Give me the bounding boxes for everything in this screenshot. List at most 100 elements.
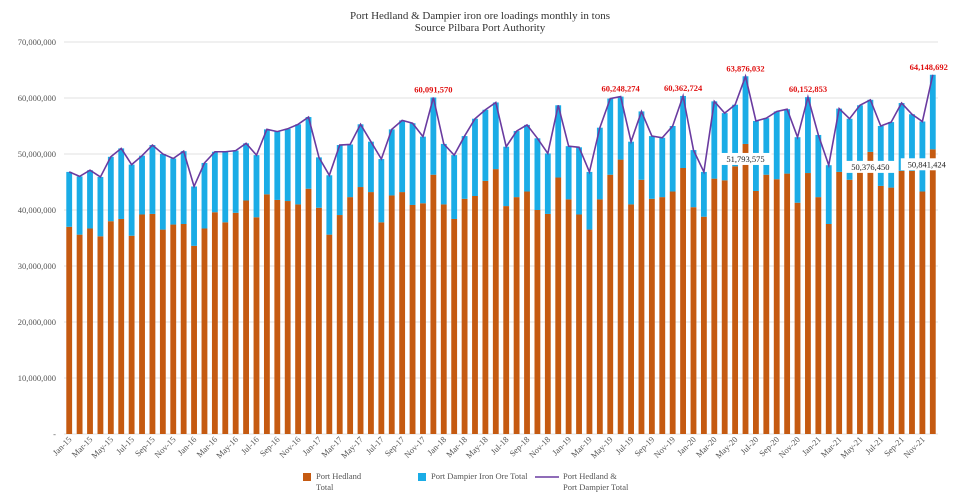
- bar-port-dampier: [336, 145, 343, 216]
- y-tick-label: 20,000,000: [18, 317, 56, 327]
- legend-label-total: Port Hedland &: [563, 471, 617, 481]
- bar-port-dampier: [700, 171, 707, 217]
- bar-port-hedland: [107, 221, 114, 434]
- bar-port-hedland: [399, 192, 406, 434]
- bar-port-hedland: [794, 202, 801, 434]
- bar-port-hedland: [596, 199, 603, 434]
- x-tick-label: Nov-20: [777, 434, 802, 459]
- bar-port-dampier: [867, 99, 874, 152]
- bar-port-dampier: [534, 138, 541, 210]
- bar-port-hedland: [492, 169, 499, 434]
- bar-port-hedland: [420, 203, 426, 434]
- x-tick-label: May-16: [214, 434, 240, 460]
- bar-port-dampier: [295, 124, 302, 205]
- bar-port-dampier: [836, 108, 843, 172]
- bar-port-dampier: [66, 171, 73, 227]
- bar-port-dampier: [170, 158, 177, 225]
- annotation-total: 60,091,570: [414, 84, 452, 94]
- bar-port-hedland: [149, 213, 156, 434]
- y-tick-label: 10,000,000: [18, 373, 56, 383]
- x-tick-label: Jul-20: [738, 434, 760, 456]
- x-tick-label: Jul-21: [863, 434, 885, 456]
- annotation-box: [844, 160, 897, 173]
- bar-port-dampier: [472, 118, 478, 196]
- bar-port-hedland: [357, 187, 364, 434]
- bar-port-dampier: [805, 97, 811, 174]
- x-tick-label: May-17: [339, 434, 365, 460]
- bar-port-dampier: [388, 129, 395, 196]
- legend-swatch-port-dampier: [418, 473, 426, 481]
- annotation-hedland: 50,841,424: [908, 159, 947, 169]
- chart-subtitle: Source Pilbara Port Authority: [415, 22, 546, 34]
- bar-port-dampier: [482, 109, 489, 181]
- x-tick-label: Jul-17: [364, 434, 386, 456]
- bar-port-hedland: [316, 207, 322, 434]
- bar-port-dampier: [544, 153, 551, 214]
- bar-port-dampier: [76, 176, 83, 235]
- bar-port-hedland: [284, 201, 291, 434]
- bar-port-hedland: [524, 191, 530, 434]
- bar-port-hedland: [263, 194, 270, 434]
- x-tick-label: Nov-15: [152, 434, 177, 459]
- bar-port-dampier: [721, 113, 728, 181]
- bar-port-hedland: [909, 170, 915, 435]
- bar-port-dampier: [87, 170, 93, 229]
- bar-port-dampier: [877, 126, 884, 186]
- x-tick-label: Jul-18: [489, 434, 511, 456]
- bar-port-dampier: [711, 101, 718, 179]
- bar-port-hedland: [232, 212, 239, 434]
- bar-port-hedland: [919, 191, 926, 434]
- bar-port-dampier: [503, 146, 510, 207]
- bar-port-hedland: [929, 149, 936, 434]
- bar-port-dampier: [565, 146, 572, 200]
- bar-port-dampier: [909, 114, 915, 171]
- line-total: [68, 73, 934, 189]
- bar-port-dampier: [773, 111, 780, 180]
- bar-port-dampier: [524, 124, 530, 192]
- bar-port-dampier: [378, 159, 385, 223]
- annotation-total: 63,876,032: [726, 63, 764, 73]
- bar-port-dampier: [492, 102, 499, 170]
- bar-port-hedland: [763, 174, 770, 434]
- bar-port-hedland: [867, 151, 874, 434]
- bar-port-dampier: [919, 121, 926, 192]
- bar-port-dampier: [857, 105, 863, 165]
- bar-port-hedland: [555, 177, 562, 434]
- bar-port-hedland: [836, 171, 843, 435]
- bar-port-dampier: [420, 136, 426, 204]
- bar-port-hedland: [170, 224, 177, 434]
- x-tick-label: Jul-19: [613, 434, 635, 456]
- bar-port-hedland: [607, 174, 614, 434]
- bar-port-dampier: [180, 151, 187, 224]
- bar-port-hedland: [243, 200, 249, 434]
- bar-port-dampier: [211, 151, 218, 213]
- bar-port-hedland: [784, 173, 791, 434]
- bar-port-hedland: [857, 164, 863, 434]
- bar-port-hedland: [846, 179, 853, 434]
- bar-port-hedland: [388, 195, 395, 434]
- y-tick-label: 40,000,000: [18, 205, 56, 215]
- bar-port-hedland: [690, 207, 697, 434]
- bar-port-dampier: [326, 175, 333, 235]
- bar-port-hedland: [482, 180, 489, 434]
- bar-port-dampier: [638, 111, 645, 180]
- bar-port-hedland: [628, 204, 634, 434]
- bar-port-hedland: [87, 228, 93, 434]
- bar-port-dampier: [409, 123, 416, 205]
- bar-port-hedland: [898, 170, 905, 435]
- y-tick-label: -: [53, 429, 56, 439]
- bar-port-hedland: [534, 210, 541, 434]
- bar-port-dampier: [368, 141, 374, 193]
- y-tick-label: 30,000,000: [18, 261, 56, 271]
- annotation-total: 60,152,853: [789, 84, 827, 94]
- bar-port-hedland: [565, 199, 572, 434]
- legend-label-port-dampier: Port Dampier Iron Ore Total: [431, 471, 528, 481]
- bar-port-hedland: [711, 178, 718, 434]
- annotation-box: [900, 158, 953, 171]
- bars: [66, 74, 936, 435]
- bar-port-hedland: [586, 229, 593, 434]
- bar-port-dampier: [846, 118, 853, 180]
- bar-port-hedland: [773, 179, 780, 434]
- bar-port-hedland: [440, 204, 447, 434]
